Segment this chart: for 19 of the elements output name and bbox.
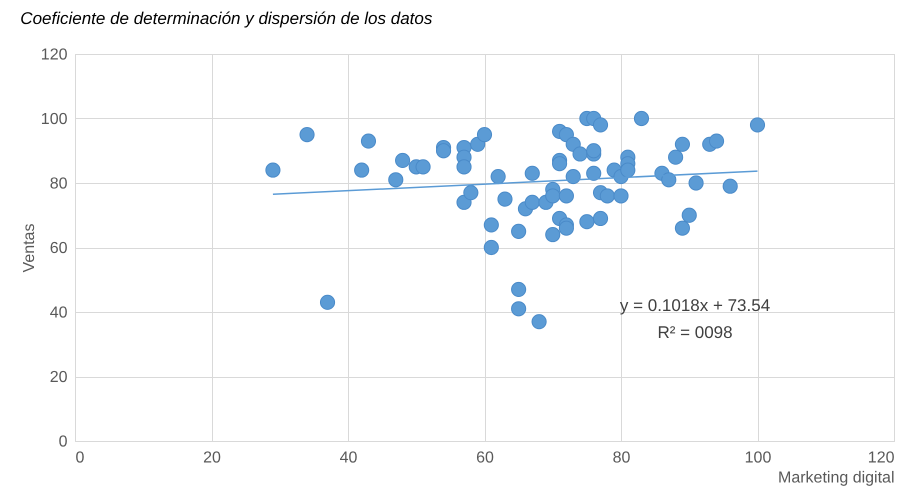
x-tick-label: 120 xyxy=(868,450,895,466)
y-tick-label: 40 xyxy=(50,304,68,322)
y-tick-label: 20 xyxy=(50,369,68,386)
y-tick-label: 60 xyxy=(50,240,68,257)
chart-title: Coeficiente de determinación y dispersión de los datos xyxy=(20,9,433,28)
y-tick-label: 0 xyxy=(58,434,68,450)
x-tick-label: 60 xyxy=(476,450,494,466)
x-tick-label: 20 xyxy=(203,450,221,466)
x-tick-label: 100 xyxy=(744,450,772,466)
annotation: y = 0.1018x + 73.54 xyxy=(620,296,770,315)
annotation: R² = 0098 xyxy=(657,323,733,342)
x-tick-label: 0 xyxy=(76,450,84,466)
y-tick-label: 100 xyxy=(40,111,68,128)
x-axis-title: Marketing digital xyxy=(778,470,894,486)
y-tick-label: 120 xyxy=(40,46,68,64)
x-tick-label: 80 xyxy=(612,450,630,466)
x-tick-label: 40 xyxy=(340,450,358,466)
y-tick-label: 80 xyxy=(50,176,68,192)
y-axis-title: Ventas xyxy=(20,224,38,272)
